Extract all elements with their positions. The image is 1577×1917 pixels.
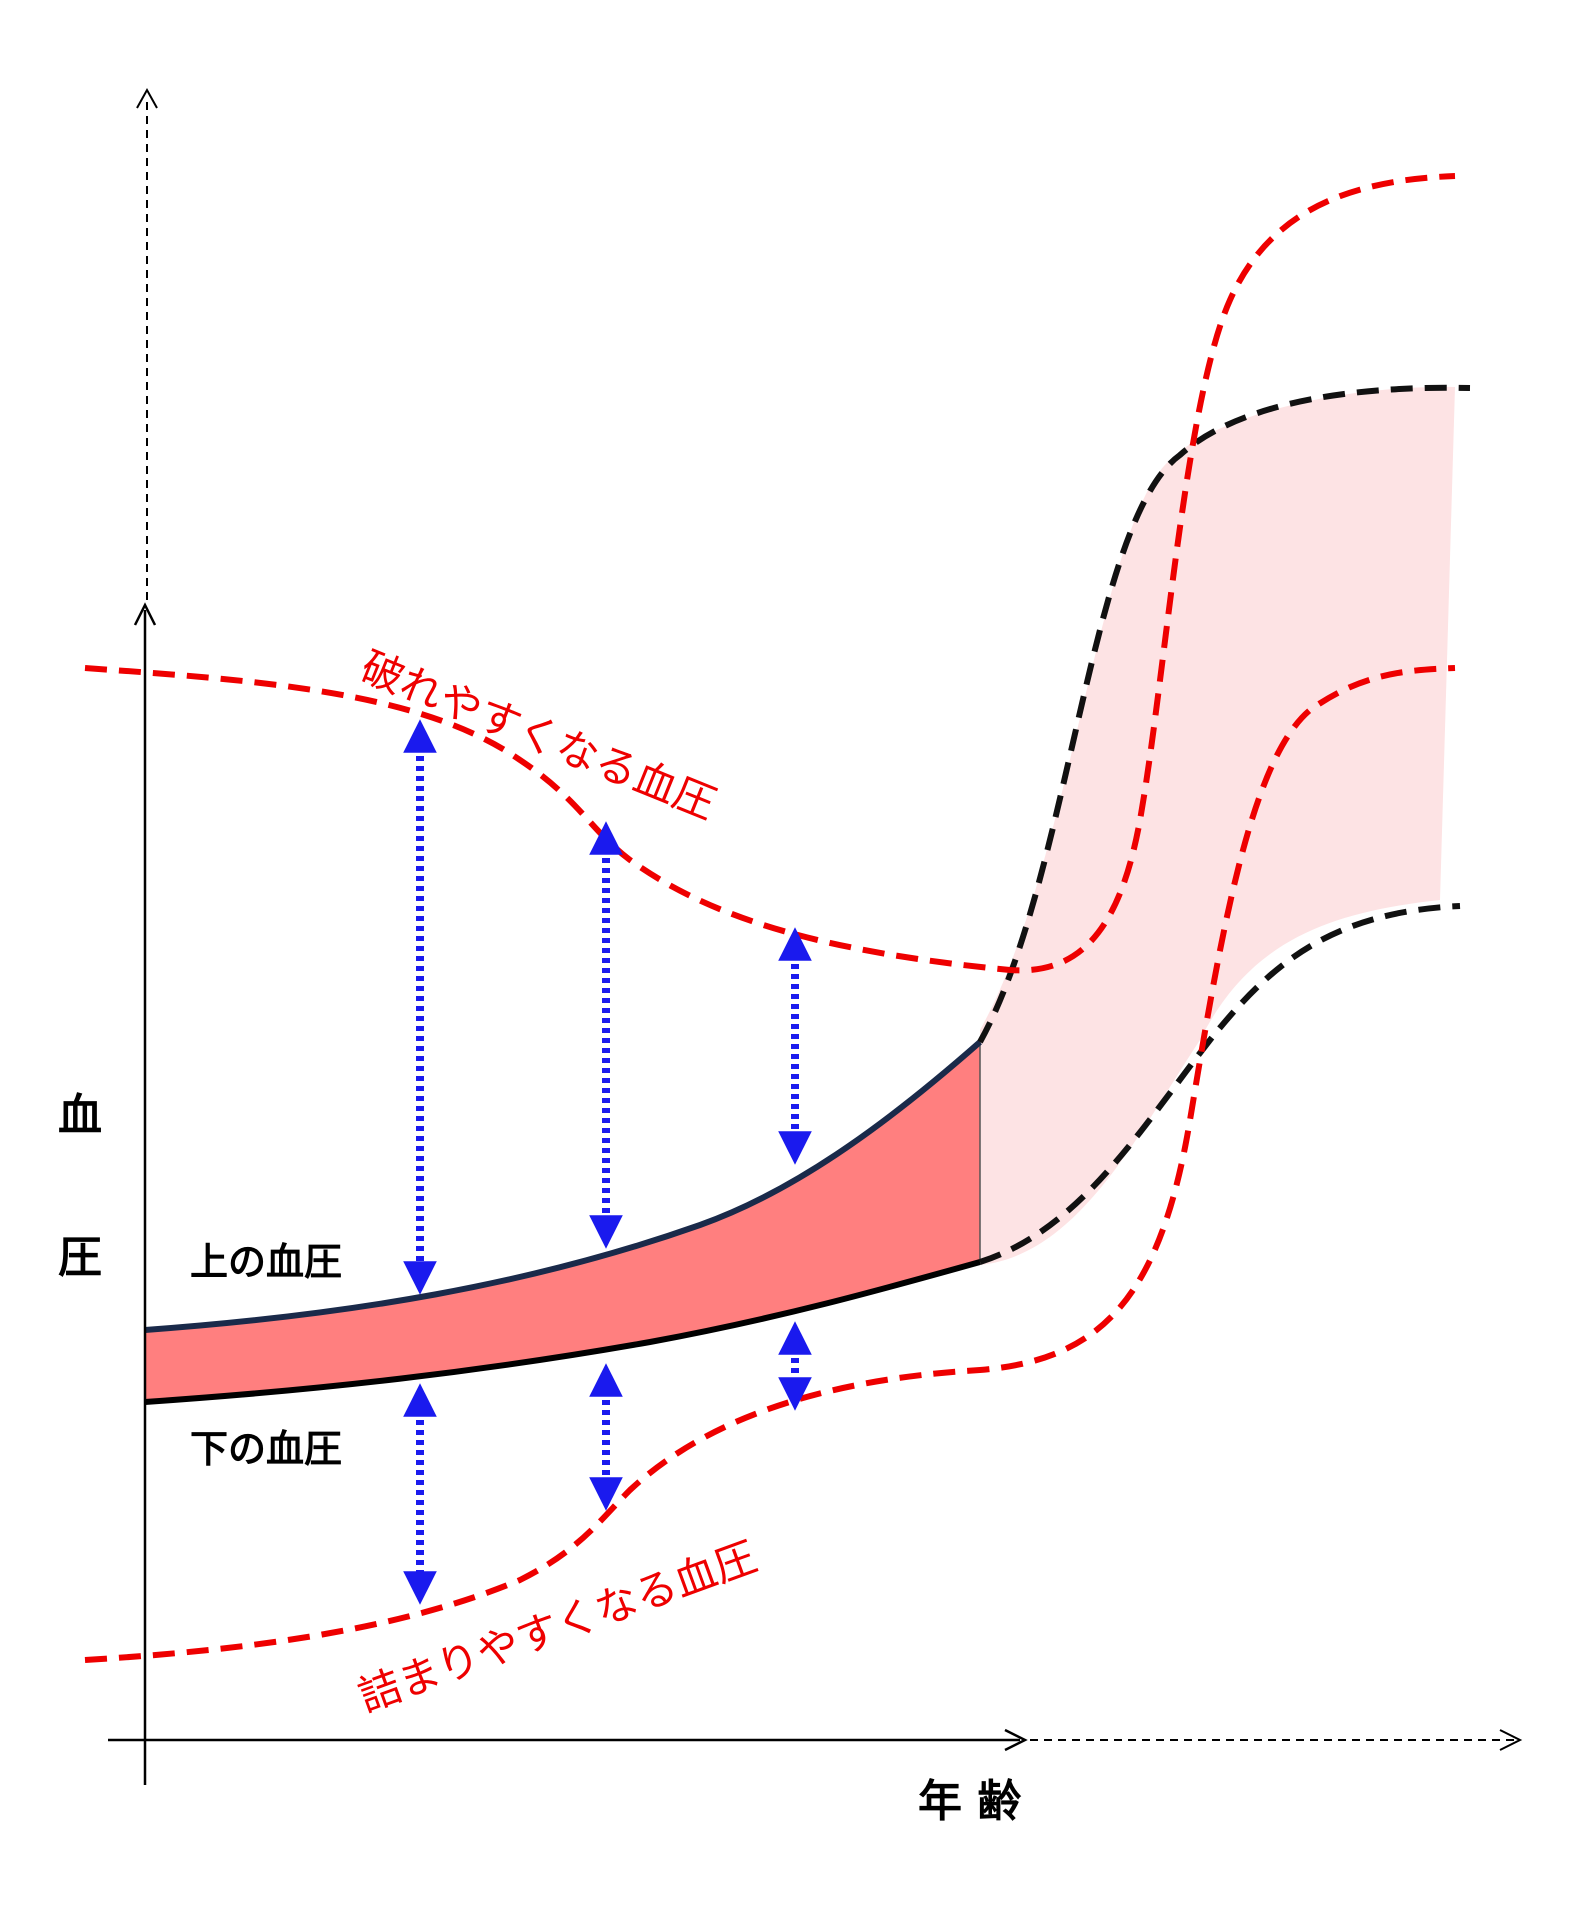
margin-arrows [403,719,812,1605]
future-bp-band [980,386,1455,1265]
x-axis-label: 年 齢 [918,1776,1021,1827]
lower-bp-projection [979,903,1461,1265]
upper-bp-projection [977,384,1471,1044]
y-axis-extension-arrowhead [136,87,158,109]
lower-bp-line [144,1259,981,1405]
rupture-threshold-label: 破れやすくなる血圧 [354,642,723,829]
lower-bp-label: 下の血圧 [190,1427,342,1471]
clog-threshold-line [84,665,1456,1663]
upper-bp-line [144,1039,982,1333]
rupture-threshold-line [84,173,1456,974]
upper-bp-label: 上の血圧 [190,1240,342,1284]
x-axis-extension-arrowhead [1499,1729,1523,1751]
bp-band [145,1042,980,1402]
y-axis-arrowhead [133,602,157,626]
y-axis-label-top: 血 [58,1090,102,1141]
x-axis-arrowhead [1004,1728,1028,1752]
y-axis-label-bottom: 圧 [58,1232,102,1283]
